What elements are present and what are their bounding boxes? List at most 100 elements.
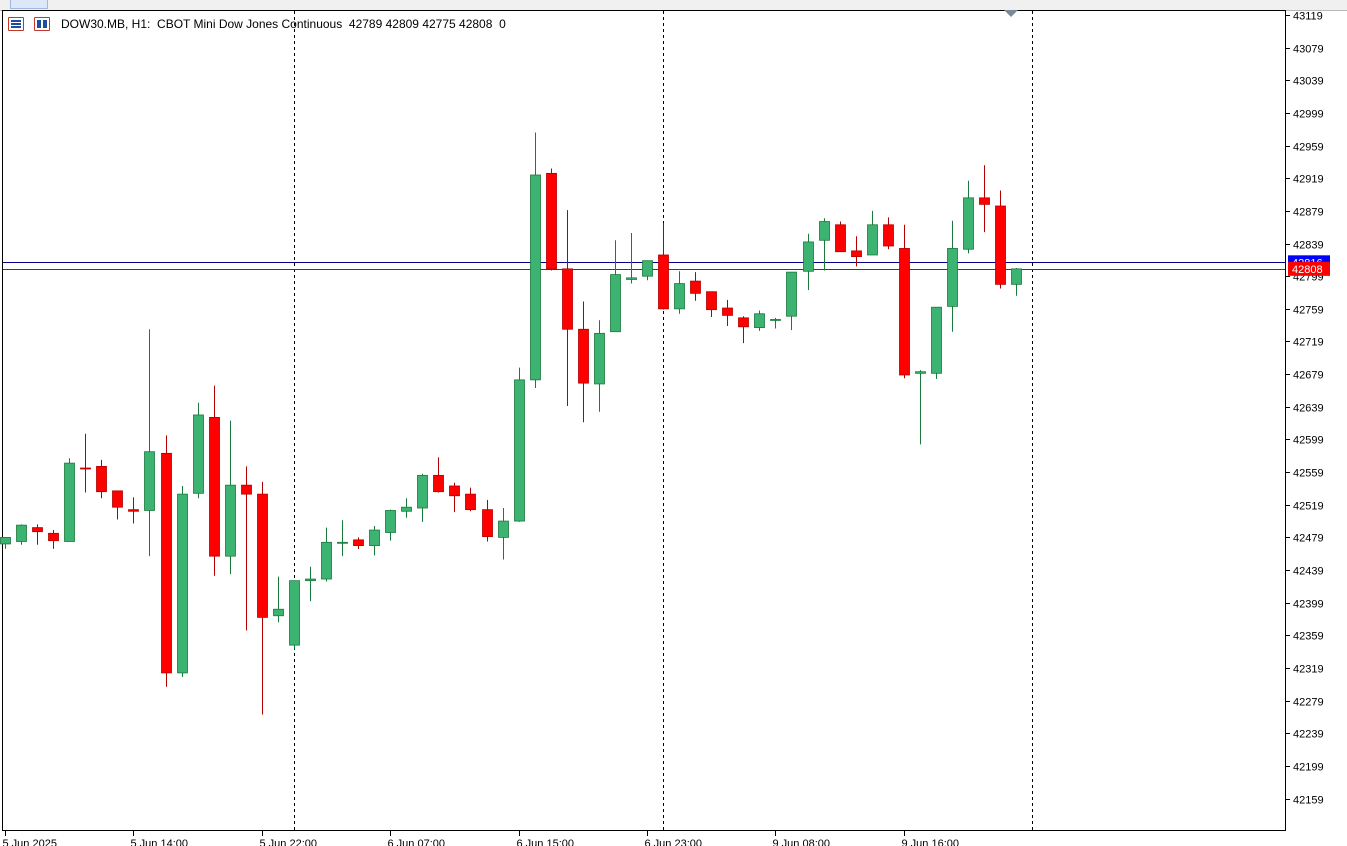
chart-indicators-icon[interactable] xyxy=(34,17,50,31)
candle[interactable] xyxy=(867,210,878,256)
candle[interactable] xyxy=(546,168,557,271)
candle[interactable] xyxy=(225,420,236,575)
candle-body xyxy=(722,307,733,316)
candle[interactable] xyxy=(610,240,621,333)
candle[interactable] xyxy=(979,165,990,233)
candle[interactable] xyxy=(417,473,428,522)
price-tick-label: 42919 xyxy=(1293,174,1324,186)
candle[interactable] xyxy=(754,310,765,331)
price-tick-label: 42599 xyxy=(1293,435,1324,447)
chart-shift-marker[interactable] xyxy=(1004,10,1018,17)
candle[interactable] xyxy=(96,459,107,499)
candle[interactable] xyxy=(385,509,396,541)
candle[interactable] xyxy=(80,433,91,493)
candle[interactable] xyxy=(241,466,252,631)
candle[interactable] xyxy=(642,260,653,281)
candle[interactable] xyxy=(883,217,894,250)
candle[interactable] xyxy=(738,316,749,344)
candle[interactable] xyxy=(369,525,380,556)
candle-body xyxy=(819,221,830,241)
candle[interactable] xyxy=(562,210,573,406)
candle-body xyxy=(64,462,75,542)
chart-header: DOW30.MB, H1: CBOT Mini Dow Jones Contin… xyxy=(61,17,506,31)
candle[interactable] xyxy=(947,220,958,332)
candle-body xyxy=(401,506,412,512)
price-tick-label: 42479 xyxy=(1293,533,1324,545)
candle[interactable] xyxy=(401,498,412,518)
price-chart[interactable]: 43119 43079 43039 42999 42959 42919 42879 42839… xyxy=(0,10,1347,846)
candle[interactable] xyxy=(144,329,155,557)
candle[interactable] xyxy=(770,317,781,329)
candle[interactable] xyxy=(658,223,669,310)
price-axis: 43119 43079 43039 42999 42959 42919 42879 42839… xyxy=(1285,11,1324,807)
time-tick-label: 6 Jun 07:00 xyxy=(388,838,446,846)
price-tick-label: 43039 xyxy=(1293,76,1324,88)
candle[interactable] xyxy=(48,530,59,549)
candle-body xyxy=(546,172,557,270)
candle[interactable] xyxy=(305,566,316,602)
candle[interactable] xyxy=(193,402,204,499)
candle[interactable] xyxy=(722,299,733,326)
candle-body xyxy=(257,493,268,618)
candle-body xyxy=(979,197,990,205)
active-tab[interactable] xyxy=(10,0,48,9)
candle[interactable] xyxy=(64,458,75,542)
candle[interactable] xyxy=(690,272,701,301)
candle-body xyxy=(144,451,155,511)
candle[interactable] xyxy=(465,487,476,512)
candle[interactable] xyxy=(177,485,188,677)
candle[interactable] xyxy=(353,537,364,549)
candle[interactable] xyxy=(337,520,348,557)
candle[interactable] xyxy=(899,224,910,379)
price-tick-label: 42839 xyxy=(1293,240,1324,252)
candle[interactable] xyxy=(128,497,139,524)
candle-body xyxy=(963,197,974,250)
candle[interactable] xyxy=(1011,268,1022,296)
candle[interactable] xyxy=(851,236,862,267)
price-tick-label: 42239 xyxy=(1293,729,1324,741)
candle[interactable] xyxy=(530,132,541,389)
candle-body xyxy=(337,541,348,544)
candle[interactable] xyxy=(931,306,942,380)
candle[interactable] xyxy=(915,370,926,445)
candle-body xyxy=(32,527,43,533)
candle[interactable] xyxy=(257,481,268,715)
candle[interactable] xyxy=(16,524,27,545)
candle[interactable] xyxy=(786,271,797,331)
candle[interactable] xyxy=(706,291,717,318)
time-tick-label: 5 Jun 14:00 xyxy=(131,838,189,846)
candle[interactable] xyxy=(321,527,332,582)
candle-body xyxy=(514,379,525,522)
candle[interactable] xyxy=(803,233,814,291)
candle[interactable] xyxy=(835,221,846,253)
candle[interactable] xyxy=(594,320,605,412)
time-tick-label: 5 Jun 22:00 xyxy=(260,838,318,846)
candle[interactable] xyxy=(514,367,525,522)
candle-body xyxy=(931,306,942,374)
candle[interactable] xyxy=(32,524,43,545)
price-tick-label: 42999 xyxy=(1293,109,1324,121)
candle[interactable] xyxy=(433,457,444,493)
candle-body xyxy=(899,248,910,376)
candle[interactable] xyxy=(161,435,172,687)
candle[interactable] xyxy=(995,190,1006,289)
candle[interactable] xyxy=(449,482,460,513)
price-tick-label: 42399 xyxy=(1293,599,1324,611)
candle[interactable] xyxy=(482,499,493,542)
candle[interactable] xyxy=(112,490,123,520)
candle[interactable] xyxy=(578,301,589,423)
price-tick-label: 42679 xyxy=(1293,370,1324,382)
candle[interactable] xyxy=(963,180,974,254)
ohlc-values: 42789 42809 42775 42808 xyxy=(348,17,493,31)
candle[interactable] xyxy=(209,385,220,576)
candle[interactable] xyxy=(289,580,300,650)
chart-area[interactable]: 43119 43079 43039 42999 42959 42919 42879 42839… xyxy=(0,10,1347,846)
candle[interactable] xyxy=(819,218,830,271)
candle-body xyxy=(770,319,781,321)
chart-properties-icon[interactable] xyxy=(8,17,24,31)
candle[interactable] xyxy=(273,576,284,623)
candle[interactable] xyxy=(674,271,685,314)
candle[interactable] xyxy=(626,232,637,284)
candle[interactable] xyxy=(498,508,509,560)
candle[interactable] xyxy=(0,537,11,549)
